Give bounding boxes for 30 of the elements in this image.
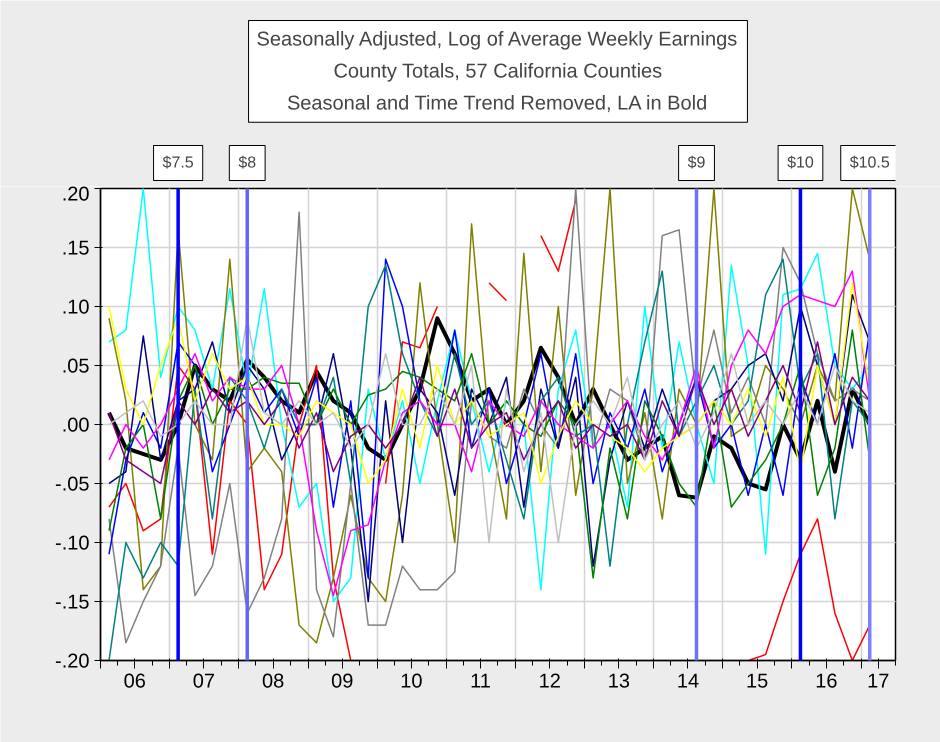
x-tick-label: 16 bbox=[815, 670, 838, 692]
y-tick-label: -.10 bbox=[55, 532, 90, 554]
ref-line-label: $10 bbox=[787, 154, 814, 172]
x-tick-label: 14 bbox=[676, 670, 700, 692]
y-tick-label: .15 bbox=[62, 238, 90, 260]
x-tick-label: 13 bbox=[608, 670, 630, 692]
chart-title: Seasonally Adjusted, Log of Average Weekly Earnings County Totals, 57 California Counties Seasonal and Time Trend Removed, LA in Bold bbox=[256, 28, 738, 114]
line-series bbox=[108, 282, 870, 484]
y-tick-label: .05 bbox=[62, 356, 90, 378]
y-tick-label: -.20 bbox=[55, 650, 90, 672]
ref-line-label: $10.5 bbox=[850, 154, 890, 172]
x-tick-label: 07 bbox=[192, 670, 215, 692]
y-tick-label: .10 bbox=[62, 296, 90, 318]
y-tick-label: .20 bbox=[62, 184, 90, 206]
ref-line-label: $7.5 bbox=[162, 154, 194, 172]
x-tick-label: 15 bbox=[746, 670, 768, 692]
x-tick-label: 08 bbox=[262, 670, 284, 692]
x-tick-label: 17 bbox=[867, 670, 890, 692]
x-tick-label: 10 bbox=[400, 670, 423, 692]
x-tick-label: 12 bbox=[538, 670, 561, 692]
y-tick-label: -.15 bbox=[55, 592, 90, 614]
ref-line-label: $8 bbox=[238, 154, 256, 172]
y-tick-label: .00 bbox=[62, 414, 90, 436]
line-series bbox=[108, 341, 870, 484]
x-tick-label: 11 bbox=[470, 670, 491, 692]
line-series bbox=[108, 329, 870, 579]
x-tick-label: 06 bbox=[124, 670, 146, 692]
y-tick-label: -.05 bbox=[55, 474, 90, 496]
x-tick-label: 09 bbox=[331, 670, 354, 692]
ref-line-label: $9 bbox=[688, 154, 706, 172]
